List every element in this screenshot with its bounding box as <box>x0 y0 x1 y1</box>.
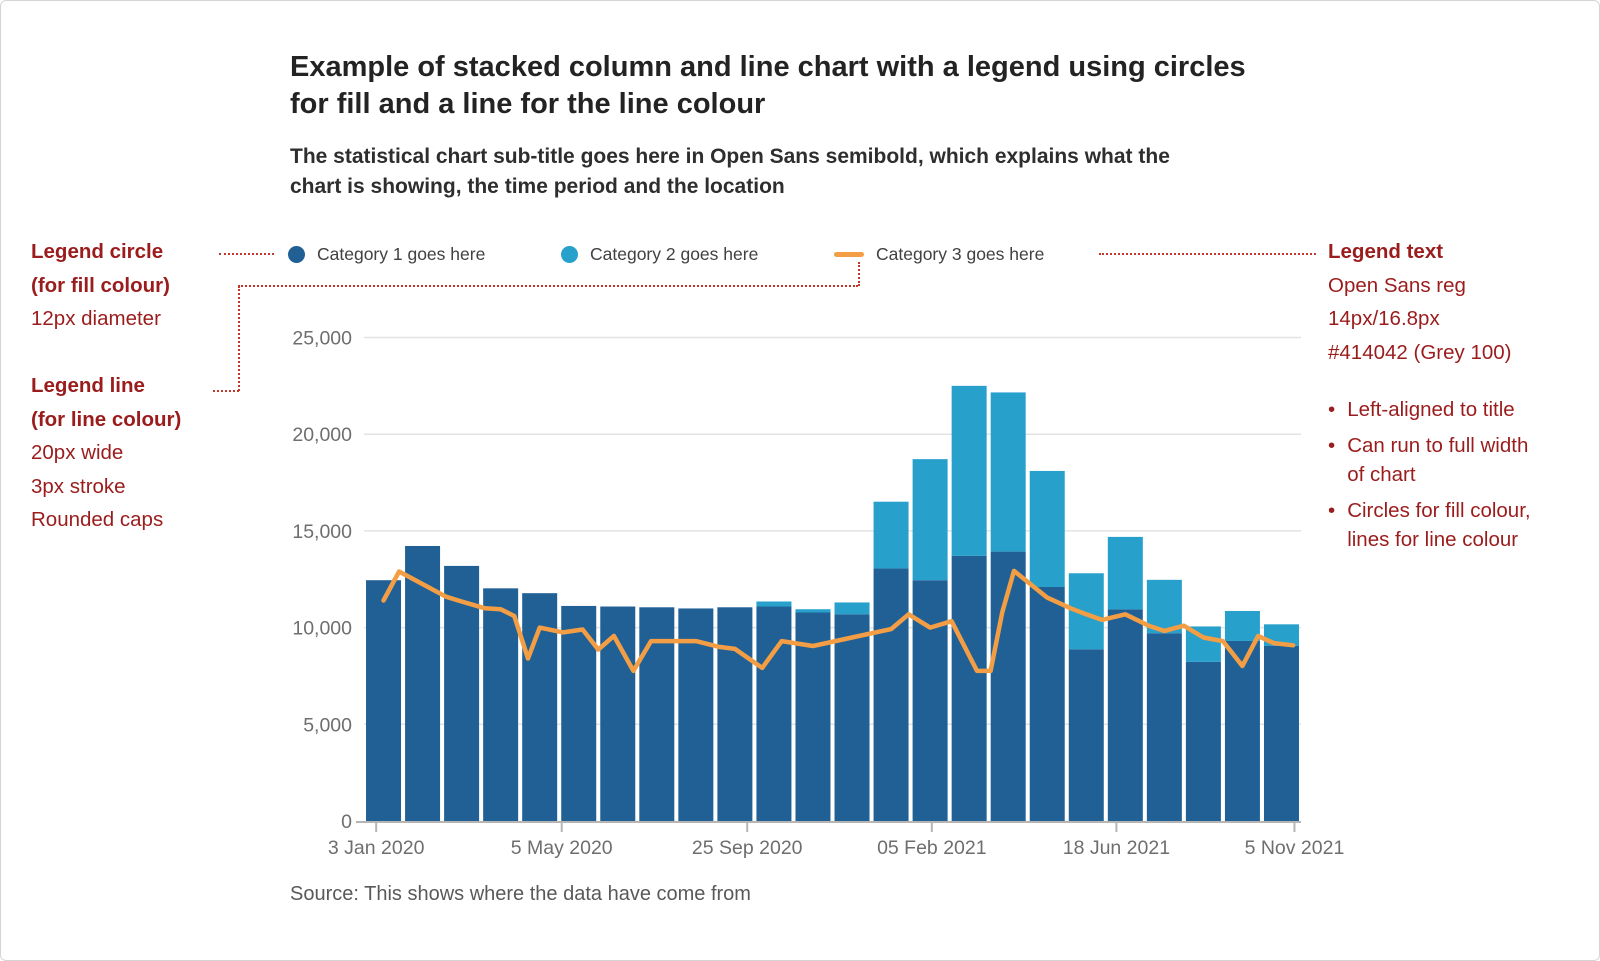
bar-category2-segment <box>990 392 1026 552</box>
annotation-legend-line-title-line2: (for line colour) <box>31 407 182 431</box>
annotation-legend-text-bullets: • Left-aligned to title • Can run to full w… <box>1328 395 1563 555</box>
annotation-legend-line-title-line1: Legend line <box>31 374 145 397</box>
leader-line-legend-line-stub <box>858 262 860 286</box>
legend-line-swatch-icon <box>834 251 864 257</box>
annotation-legend-text: Legend text Open Sans reg 14px/16.8px #4… <box>1328 235 1563 561</box>
chart-subtitle: The statistical chart sub-title goes her… <box>290 142 1300 201</box>
x-tick-label: 05 Feb 2021 <box>877 837 987 859</box>
annotation-legend-circle-title-line2: (for fill colour) <box>31 273 170 297</box>
bar-category2-segment <box>1029 470 1065 587</box>
y-tick-label: 25,000 <box>292 328 352 350</box>
legend-item-category-1: Category 1 goes here <box>288 242 485 266</box>
bar-category1-segment <box>834 614 870 821</box>
chart-title-line1: Example of stacked column and line chart… <box>290 51 1246 83</box>
legend-text-bullet-2: • Can run to full width of chart <box>1328 431 1563 490</box>
annotation-legend-circle-title-line1: Legend circle <box>31 240 164 263</box>
bar-category1-segment <box>366 580 402 821</box>
legend-text-bullet-3: • Circles for fill colour, lines for line… <box>1328 496 1563 555</box>
bar-category1-segment <box>444 565 480 821</box>
x-tick-label: 5 May 2020 <box>511 837 613 859</box>
bar-category1-segment <box>1185 661 1221 821</box>
bar-category1-segment <box>873 568 909 821</box>
legend-item-label: Category 3 goes here <box>876 243 1045 264</box>
trend-line-category3 <box>381 568 1296 674</box>
y-tick-label: 20,000 <box>292 424 352 446</box>
x-tick-label: 25 Sep 2020 <box>692 837 803 859</box>
bar-category1-segment <box>1107 609 1143 821</box>
bar-category1-segment <box>951 555 987 821</box>
annotation-legend-line-body-3: Rounded caps <box>31 508 164 531</box>
bar-category2-segment <box>951 385 987 556</box>
bar-category2-segment <box>834 602 870 615</box>
y-tick-label: 5,000 <box>303 714 352 736</box>
legend-circle-swatch-icon <box>288 245 305 263</box>
annotation-legend-circle-body: 12px diameter <box>31 307 161 330</box>
x-tick-label: 3 Jan 2020 <box>328 837 425 859</box>
annotation-legend-text-title: Legend text <box>1328 240 1444 263</box>
bar-category2-segment <box>873 501 909 569</box>
leader-line-legend-text <box>1099 253 1316 255</box>
bar-category2-segment <box>1107 536 1143 610</box>
x-tick-label: 5 Nov 2021 <box>1245 837 1345 859</box>
leader-line-legend-line-horizontal <box>238 285 858 287</box>
source-note: Source: This shows where the data have c… <box>290 883 751 905</box>
bar-category2-segment <box>795 609 831 613</box>
bar-category1-segment <box>483 588 519 821</box>
leader-line-legend-circle <box>219 253 274 255</box>
annotation-legend-line-body-2: 3px stroke <box>31 474 126 498</box>
chart-title: Example of stacked column and line chart… <box>290 49 1310 123</box>
bar-category1-segment <box>405 545 441 821</box>
annotation-legend-text-body-1: Open Sans reg <box>1328 273 1466 297</box>
legend-item-category-3: Category 3 goes here <box>834 242 1044 266</box>
bar-category1-segment <box>756 606 792 821</box>
bullet-icon: • <box>1328 498 1336 522</box>
bullet-text: Can run to full width of chart <box>1347 433 1529 487</box>
legend-item-category-2: Category 2 goes here <box>561 242 758 266</box>
bar-category1-segment <box>717 607 753 821</box>
bar-category1-segment <box>1224 640 1260 821</box>
leader-line-legend-line-tail <box>213 390 239 392</box>
bar-category2-segment <box>1224 610 1260 641</box>
bar-category1-segment <box>1068 649 1104 821</box>
bullet-text: Left-aligned to title <box>1347 398 1515 421</box>
annotation-legend-line: Legend line (for line colour) 20px wide … <box>31 369 181 537</box>
y-tick-label: 15,000 <box>292 521 352 543</box>
x-tick-label: 18 Jun 2021 <box>1063 837 1170 859</box>
annotation-legend-text-body-2: 14px/16.8px <box>1328 307 1440 330</box>
bullet-icon: • <box>1328 433 1336 457</box>
y-tick-label: 10,000 <box>292 618 352 640</box>
legend-text-bullet-1: • Left-aligned to title <box>1328 395 1563 425</box>
bar-category2-segment <box>756 601 792 607</box>
bar-category1-segment <box>1146 633 1182 821</box>
bar-category2-segment <box>912 459 948 581</box>
bar-category1-segment <box>1263 645 1299 821</box>
bar-category1-segment <box>1029 586 1065 821</box>
chart-subtitle-line2: chart is showing, the time period and th… <box>290 174 785 198</box>
bullet-icon: • <box>1328 398 1336 421</box>
bar-category1-segment <box>912 580 948 821</box>
bullet-text: Circles for fill colour, lines for line … <box>1347 498 1531 552</box>
bar-category2-segment <box>1146 579 1182 634</box>
annotation-legend-line-body-1: 20px wide <box>31 441 124 464</box>
legend-item-label: Category 2 goes here <box>590 243 759 264</box>
annotation-legend-circle: Legend circle (for fill colour) 12px dia… <box>31 235 170 336</box>
legend-item-label: Category 1 goes here <box>317 243 486 264</box>
chart-subtitle-line1: The statistical chart sub-title goes her… <box>290 145 1170 168</box>
leader-line-legend-line-vertical <box>238 286 240 391</box>
chart-title-line2: for fill and a line for the line colour <box>290 88 766 120</box>
y-tick-label: 0 <box>341 811 352 833</box>
annotation-legend-text-body-3: #414042 (Grey 100) <box>1328 340 1512 364</box>
legend-circle-swatch-icon <box>561 245 578 263</box>
